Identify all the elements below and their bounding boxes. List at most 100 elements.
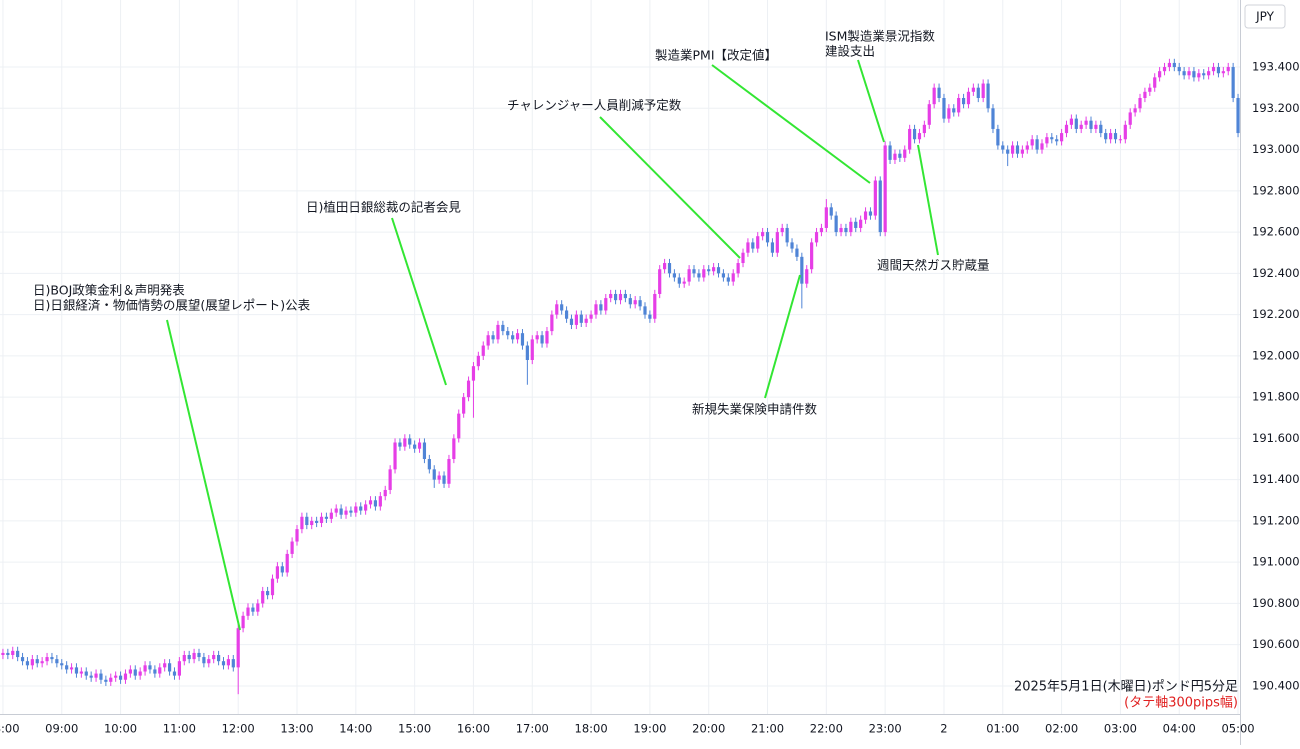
- x-tick-label: 14:00: [339, 722, 372, 736]
- candle-body: [1221, 71, 1225, 74]
- candle-body: [393, 442, 397, 470]
- y-tick-label: 191.000: [1252, 555, 1300, 569]
- candle-body: [849, 221, 853, 233]
- candle-body: [530, 339, 534, 360]
- candle-body: [1197, 73, 1201, 78]
- x-tick-label: 03:00: [1104, 722, 1137, 736]
- candle-body: [971, 87, 975, 92]
- candle-body: [613, 293, 618, 301]
- candle-body: [942, 97, 946, 119]
- annotation-pointer: [917, 144, 939, 256]
- y-tick-label: 191.200: [1252, 513, 1300, 527]
- candle-body: [569, 318, 574, 325]
- candle-body: [457, 413, 461, 439]
- candle-body: [182, 654, 186, 662]
- candle-body: [1207, 71, 1211, 76]
- candle-body: [1064, 124, 1069, 134]
- candle-body: [937, 87, 941, 98]
- candle-body: [1162, 67, 1167, 72]
- grid: [0, 0, 1240, 714]
- candle-body: [545, 331, 549, 344]
- annotation-pointer: [711, 64, 871, 184]
- candle-body: [952, 108, 956, 113]
- candle-body: [388, 469, 392, 490]
- y-tick-label: 192.600: [1252, 225, 1300, 239]
- candle-body: [976, 87, 980, 98]
- candle-body: [167, 663, 172, 672]
- candle-body: [746, 242, 750, 253]
- candle-body: [1099, 124, 1103, 134]
- candle-body: [1182, 71, 1186, 76]
- y-tick-label: 190.600: [1252, 637, 1300, 651]
- annotation-text: 建設支出: [825, 44, 875, 59]
- candle-body: [408, 438, 412, 445]
- annotation-text: 日)植田日銀総裁の記者会見: [306, 200, 461, 215]
- candle-body: [192, 652, 196, 660]
- candle-body: [663, 263, 667, 270]
- candle-body: [844, 227, 848, 233]
- candle-body: [623, 293, 627, 299]
- candle-body: [1001, 145, 1005, 150]
- candle-body: [991, 108, 995, 129]
- candle-body: [187, 654, 191, 660]
- candle-body: [584, 318, 588, 323]
- candle-body: [163, 663, 167, 668]
- y-tick-label: 192.200: [1252, 307, 1300, 321]
- candle-body: [1094, 124, 1098, 129]
- candle-body: [765, 232, 770, 243]
- candle-body: [824, 207, 828, 228]
- candle-body: [1167, 62, 1172, 68]
- candle-body: [491, 335, 495, 340]
- candle-body: [315, 520, 319, 523]
- candle-body: [1059, 133, 1064, 142]
- candle-body: [138, 671, 142, 676]
- x-tick-label: 01:00: [986, 722, 1019, 736]
- candle-body: [819, 227, 824, 233]
- candle-body: [863, 211, 868, 220]
- candle-body: [236, 628, 240, 668]
- candle-body: [1231, 67, 1235, 98]
- candle-body: [883, 145, 887, 233]
- candle-body: [751, 242, 755, 249]
- candle-body: [261, 591, 265, 604]
- candle-body: [1138, 97, 1142, 109]
- candle-body: [1133, 108, 1137, 113]
- candle-body: [961, 97, 966, 105]
- x-tick-label: 05:00: [1221, 722, 1254, 736]
- candle-body: [25, 661, 30, 666]
- candle-body: [726, 277, 730, 282]
- x-tick-label: 17:00: [516, 722, 549, 736]
- candle-body: [11, 650, 15, 655]
- candle-body: [756, 236, 760, 249]
- candle-body: [1236, 97, 1240, 134]
- candle-body: [986, 83, 990, 109]
- candle-body: [638, 300, 642, 307]
- candle-body: [859, 219, 863, 228]
- y-tick-label: 191.600: [1252, 431, 1300, 445]
- y-tick-label: 192.000: [1252, 348, 1300, 362]
- candle-body: [550, 314, 554, 332]
- candle-body: [452, 438, 456, 460]
- candle-body: [197, 652, 201, 658]
- candle-body: [177, 661, 181, 676]
- x-tick-label: 15:00: [398, 722, 431, 736]
- candle-body: [1143, 91, 1147, 98]
- candle-body: [829, 207, 833, 216]
- candle-body: [266, 591, 270, 596]
- candle-body: [378, 496, 382, 507]
- axes: 190.400 190.600 190.800 191.000 191.200 191.4…: [0, 60, 1300, 736]
- candle-body: [589, 314, 593, 319]
- candle-body: [1, 652, 5, 655]
- y-tick-label: 191.800: [1252, 390, 1300, 404]
- candle-body: [462, 397, 466, 414]
- candle-body: [133, 669, 137, 676]
- candle-body: [270, 578, 275, 596]
- candle-body: [30, 659, 34, 666]
- candle-body: [476, 355, 480, 367]
- y-tick-label: 193.200: [1252, 101, 1300, 115]
- candle-body: [207, 659, 211, 664]
- candle-body: [349, 510, 353, 513]
- candle-body: [927, 104, 931, 125]
- candle-body: [16, 650, 20, 658]
